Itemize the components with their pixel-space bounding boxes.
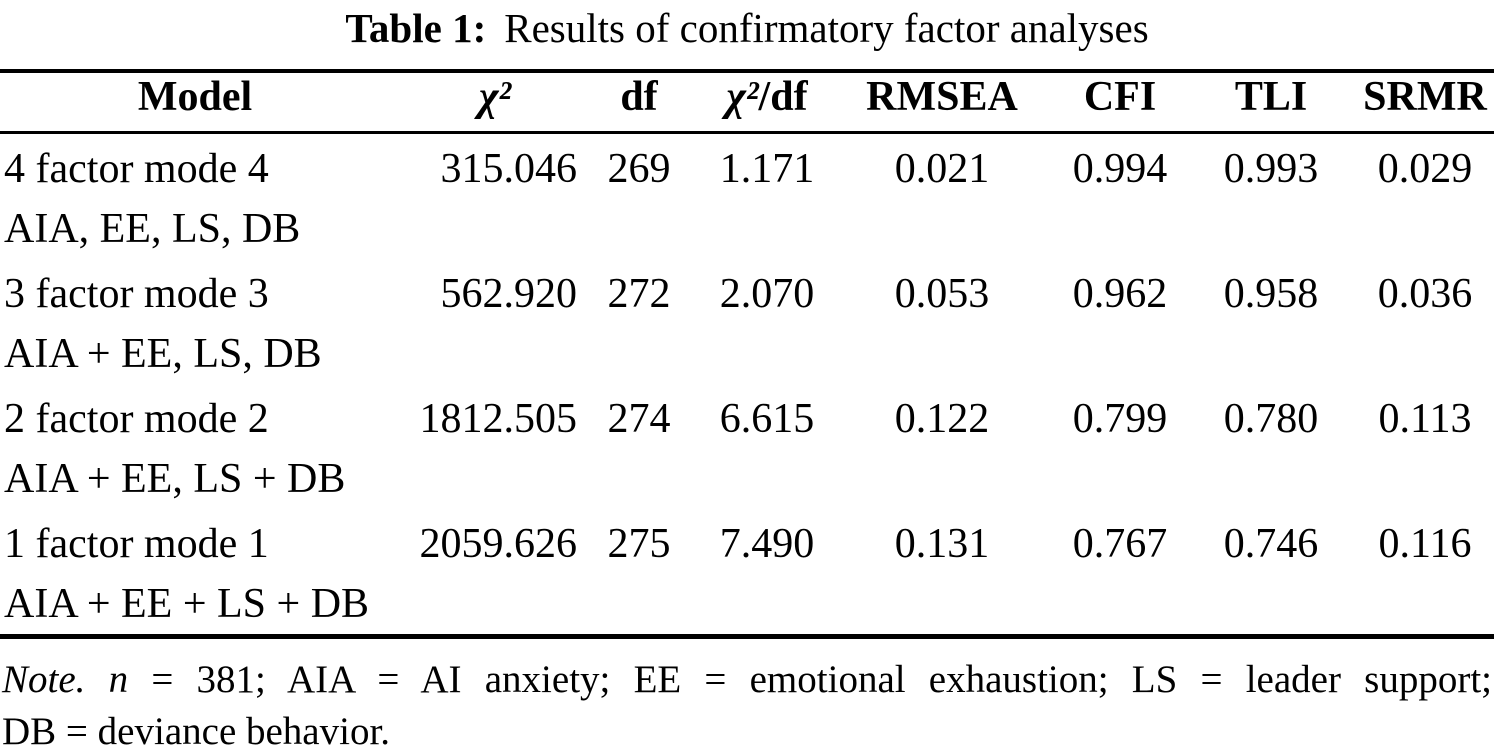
chi-squared-symbol: χ² bbox=[726, 74, 759, 120]
cell-tli: 0.746 bbox=[1223, 521, 1319, 567]
cell-model: 2 factor mode 2 AIA + EE, LS + DB bbox=[0, 384, 390, 509]
cell-chi2-df: 1.171 bbox=[719, 146, 815, 192]
cell-cfi: 0.994 bbox=[1072, 146, 1168, 192]
cell-rmsea: 0.122 bbox=[894, 396, 990, 442]
note-n-symbol: n bbox=[108, 658, 129, 701]
table-row: 2 factor mode 2 AIA + EE, LS + DB 1812.5… bbox=[0, 384, 1494, 509]
cell-chi2-df: 7.490 bbox=[719, 521, 815, 567]
cell-chi2: 1812.505 bbox=[419, 396, 578, 442]
column-header-srmr: SRMR bbox=[1330, 71, 1494, 134]
column-header-chi2: χ² bbox=[390, 71, 600, 134]
model-name: 1 factor mode 1 bbox=[4, 521, 269, 567]
column-header-tli: TLI bbox=[1212, 71, 1330, 134]
cell-chi2: 315.046 bbox=[440, 146, 578, 192]
model-composition: AIA + EE, LS + DB bbox=[4, 456, 346, 502]
cell-chi2-df: 6.615 bbox=[719, 396, 815, 442]
cell-model: 1 factor mode 1 AIA + EE + LS + DB bbox=[0, 509, 390, 637]
chi-squared-symbol: χ² bbox=[478, 74, 512, 120]
cell-df: 269 bbox=[607, 146, 671, 192]
model-name: 3 factor mode 3 bbox=[4, 271, 269, 317]
model-composition: AIA, EE, LS, DB bbox=[4, 206, 301, 252]
cell-srmr: 0.029 bbox=[1377, 146, 1473, 192]
cell-srmr: 0.036 bbox=[1377, 271, 1473, 317]
cell-rmsea: 0.053 bbox=[894, 271, 990, 317]
cell-model: 4 factor mode 4 AIA, EE, LS, DB bbox=[0, 133, 390, 260]
column-header-df: df bbox=[600, 71, 678, 134]
table-caption-label: Table 1: bbox=[345, 5, 487, 51]
table-note-line2: DB = deviance behavior. bbox=[2, 710, 391, 746]
cell-rmsea: 0.131 bbox=[894, 521, 990, 567]
note-label: Note. bbox=[2, 658, 86, 701]
model-composition: AIA + EE, LS, DB bbox=[4, 331, 322, 377]
table-row: 3 factor mode 3 AIA + EE, LS, DB 562.920… bbox=[0, 259, 1494, 384]
cell-rmsea: 0.021 bbox=[894, 146, 990, 192]
column-header-cfi: CFI bbox=[1028, 71, 1212, 134]
cell-srmr: 0.113 bbox=[1378, 396, 1472, 442]
model-name: 4 factor mode 4 bbox=[4, 146, 269, 192]
cell-df: 272 bbox=[607, 271, 671, 317]
cell-model: 3 factor mode 3 AIA + EE, LS, DB bbox=[0, 259, 390, 384]
note-abbreviations: = 381; AIA = AI anxiety; EE = emotional … bbox=[151, 658, 1493, 701]
cell-chi2: 562.920 bbox=[440, 271, 578, 317]
cell-cfi: 0.799 bbox=[1072, 396, 1168, 442]
cell-cfi: 0.962 bbox=[1072, 271, 1168, 317]
column-header-model: Model bbox=[0, 71, 390, 134]
cell-tli: 0.958 bbox=[1223, 271, 1319, 317]
table-caption: Table 1: Results of confirmatory factor a… bbox=[0, 0, 1494, 69]
model-composition: AIA + EE + LS + DB bbox=[4, 581, 370, 627]
chi2-df-denominator: /df bbox=[758, 74, 808, 120]
cell-srmr: 0.116 bbox=[1378, 521, 1472, 567]
table-note: Note. n = 381; AIA = AI anxiety; EE = em… bbox=[0, 639, 1494, 746]
cell-chi2: 2059.626 bbox=[419, 521, 578, 567]
cell-cfi: 0.767 bbox=[1072, 521, 1168, 567]
column-header-chi2-df: χ²/df bbox=[678, 71, 856, 134]
table-row: 1 factor mode 1 AIA + EE + LS + DB 2059.… bbox=[0, 509, 1494, 637]
column-header-rmsea: RMSEA bbox=[856, 71, 1028, 134]
table-caption-text: Results of confirmatory factor analyses bbox=[504, 5, 1149, 51]
cell-tli: 0.780 bbox=[1223, 396, 1319, 442]
header-row: Model χ² df χ²/df RMSEA CFI TLI SRMR bbox=[0, 71, 1494, 134]
cell-chi2-df: 2.070 bbox=[719, 271, 815, 317]
model-name: 2 factor mode 2 bbox=[4, 396, 269, 442]
cell-df: 275 bbox=[607, 521, 671, 567]
table-note-line1: Note. n = 381; AIA = AI anxiety; EE = em… bbox=[2, 654, 1492, 706]
cell-tli: 0.993 bbox=[1223, 146, 1319, 192]
cfa-results-table: Model χ² df χ²/df RMSEA CFI TLI SRMR 4 f… bbox=[0, 69, 1494, 639]
table-row: 4 factor mode 4 AIA, EE, LS, DB 315.046 … bbox=[0, 133, 1494, 260]
cell-df: 274 bbox=[607, 396, 671, 442]
